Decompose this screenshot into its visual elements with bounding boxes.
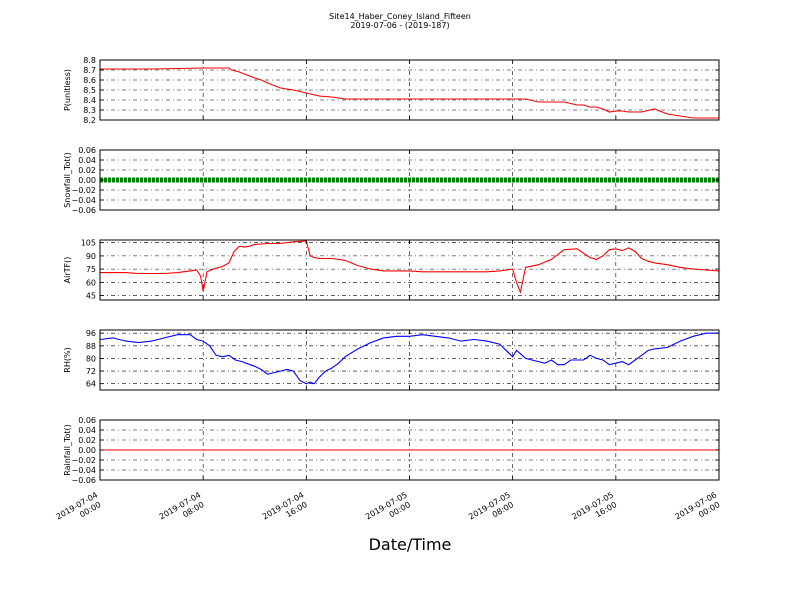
y-axis-label: Rainfall_Tot() — [63, 424, 72, 476]
y-tick-label: 0.04 — [78, 426, 96, 435]
y-tick-label: −0.02 — [71, 456, 96, 465]
x-axis-label: Date/Time — [369, 535, 452, 554]
y-tick-label: −0.06 — [71, 206, 96, 215]
y-tick-label: 0.02 — [78, 436, 96, 445]
y-tick-label: 72 — [86, 367, 96, 376]
y-tick-label: 0.00 — [78, 176, 96, 185]
y-tick-label: 0.06 — [78, 146, 96, 155]
y-tick-label: 0.00 — [78, 446, 96, 455]
y-tick-label: 0.02 — [78, 166, 96, 175]
y-tick-label: 8.2 — [83, 116, 96, 125]
y-tick-label: −0.04 — [71, 196, 96, 205]
y-tick-label: 8.3 — [83, 106, 96, 115]
series-line-airtf — [100, 240, 720, 294]
y-tick-label: 88 — [86, 342, 96, 351]
chart-subtitle: 2019-07-06 - (2019-187) — [350, 21, 450, 30]
y-tick-label: 64 — [86, 380, 96, 389]
y-tick-label: −0.02 — [71, 186, 96, 195]
y-axis-label: P(unitless) — [63, 69, 72, 111]
y-tick-label: 0.06 — [78, 416, 96, 425]
y-tick-label: 8.4 — [83, 96, 96, 105]
series-line-punitless — [100, 67, 719, 119]
y-tick-label: 96 — [86, 329, 96, 338]
chart-title: Site14_Haber_Coney_Island_Fifteen — [329, 12, 471, 21]
y-tick-label: 90 — [86, 252, 96, 261]
series-line-rh — [99, 332, 719, 385]
y-tick-label: 105 — [81, 239, 96, 248]
y-tick-label: 80 — [86, 354, 96, 363]
y-tick-label: 45 — [86, 292, 96, 301]
y-tick-label: −0.06 — [71, 476, 96, 485]
y-tick-label: −0.04 — [71, 466, 96, 475]
y-axis-label: RH(%) — [63, 347, 72, 372]
y-axis-label: AirTF() — [63, 257, 72, 284]
y-tick-label: 0.04 — [78, 156, 96, 165]
y-tick-label: 60 — [86, 278, 96, 287]
y-tick-label: 8.7 — [83, 66, 96, 75]
y-tick-label: 8.6 — [83, 76, 96, 85]
y-tick-label: 8.8 — [83, 56, 96, 65]
y-tick-label: 8.5 — [83, 86, 96, 95]
y-tick-label: 75 — [86, 265, 96, 274]
y-axis-label: Snowfall_Tot() — [63, 152, 72, 208]
